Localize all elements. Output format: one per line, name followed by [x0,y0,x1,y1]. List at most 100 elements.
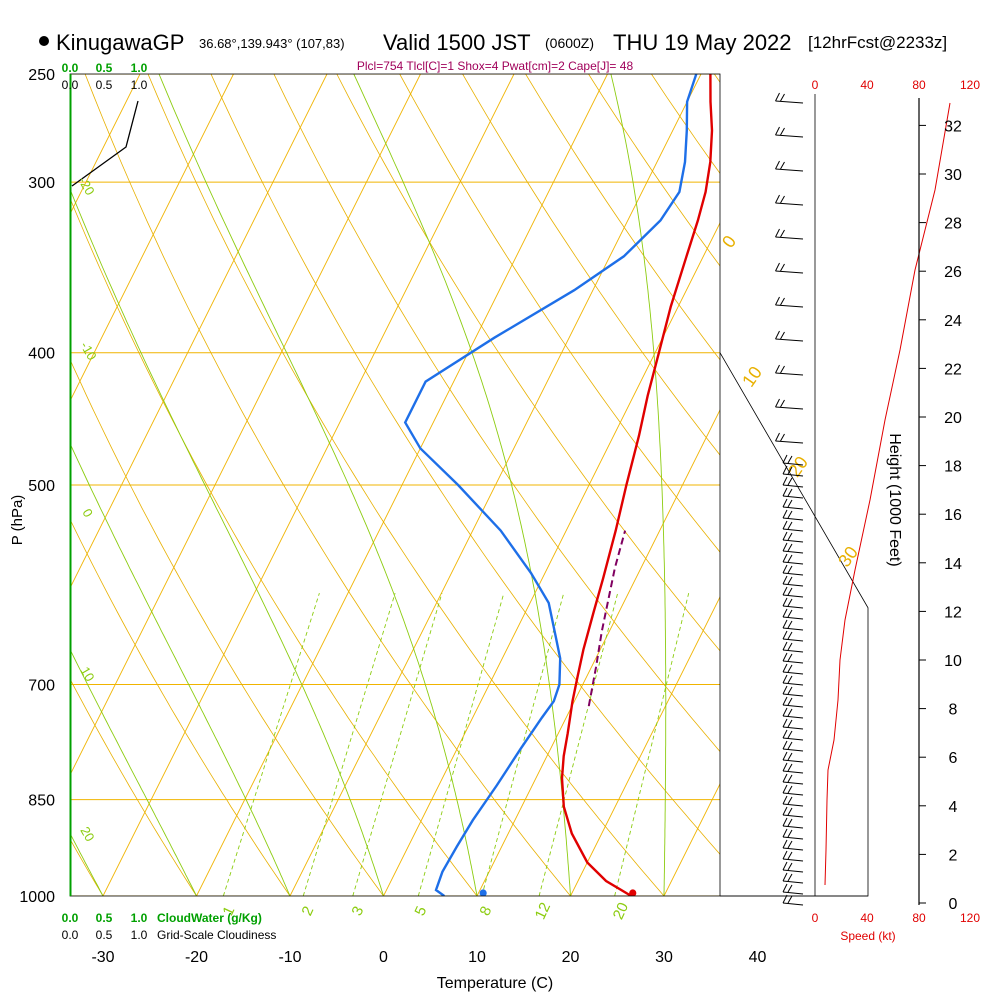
isotherm-line [758,74,1000,896]
isotherm-line [70,74,328,590]
moist-adiabat-line [70,442,291,896]
wind-barb-flag [787,730,793,739]
wind-barb-flag [782,630,788,640]
isotherm-line [383,221,720,896]
wind-barb-flag [787,719,793,728]
wind-barb [775,168,804,172]
wind-barb [782,649,804,653]
wind-barb-flag [782,839,788,849]
series-dewpoint [403,74,698,896]
height-tick-label: 16 [944,507,962,524]
wind-barb-flag [787,554,793,563]
wind-barb-flag [782,520,788,530]
dry-adiabat-line [462,74,720,456]
wind-barb-flag [780,331,785,340]
moist-adiabat-line [158,74,478,896]
cloudiness-profile [71,100,139,187]
dry-adiabat-line [147,74,665,896]
wind-barb-flag [787,895,793,904]
wind-barb-flag [787,763,793,772]
wind-barb [775,440,804,444]
wind-barb [775,134,804,138]
y-tick-label: 300 [28,175,55,192]
title-site: KinugawaGP [56,30,184,55]
wind-barb-flag [782,542,788,552]
wind-barb-flag [787,631,793,640]
wind-barb-flag [787,532,793,541]
cloudwater-top-tick: 0.5 [96,61,113,75]
wind-barb-flag [782,619,788,629]
speed-bottom-tick: 0 [812,911,819,925]
wind-barb [782,704,804,708]
wind-barb-flag [787,466,793,475]
height-tick-label: 22 [944,361,962,378]
wind-barb-flag [782,586,788,596]
wind-barb-flag [787,653,793,662]
mixing-ratio-label: 8 [476,904,495,919]
wind-barb [775,338,804,342]
wind-barb [782,627,804,631]
isotherm-line [851,74,1000,896]
wind-barb-flag [775,296,780,306]
height-tick-label: 26 [944,264,962,281]
moist-adiabat-label: -20 [75,174,97,198]
mixing-ratio-line [614,593,690,896]
cloudwater-bottom-tick: 0.0 [62,911,79,925]
wind-barb-flag [782,894,788,904]
wind-barb-flag [787,675,793,684]
isotherm-line [289,74,702,896]
cloudwater-top-tick: 0.0 [62,61,79,75]
height-tick-label: 24 [944,313,962,330]
wind-barb [782,473,804,477]
speed-bottom-tick: 80 [912,911,926,925]
cloudiness-top-tick: 1.0 [131,78,148,92]
height-tick-label: 14 [944,556,962,573]
wind-barb [782,858,804,862]
cloudwater-top-tick: 1.0 [131,61,148,75]
wind-barb [782,682,804,686]
wind-barb [782,528,804,532]
y-tick-label: 1000 [19,889,55,906]
speed-profile [824,102,951,886]
moist-adiabat-line [70,648,197,896]
mixing-ratio-label: 5 [411,904,430,919]
wind-barb [782,616,804,620]
y-tick-label: 850 [28,793,55,810]
wind-barb [782,715,804,719]
speed-axis-label: Speed (kt) [840,929,895,943]
wind-barb-flag [782,498,788,508]
point-surface-temperature [629,889,637,896]
wind-barb-flag [787,543,793,552]
wind-barb [782,550,804,554]
wind-barb-flag [787,697,793,706]
wind-barb-flag [787,510,793,519]
wind-barb-flag [787,884,793,893]
wind-barb [775,304,804,308]
y-axis-label: P (hPa) [9,495,26,546]
wind-barb-flag [780,93,785,102]
wind-barb [782,561,804,565]
wind-barb-flag [787,862,793,871]
dry-adiabat-line [840,74,1000,896]
wind-barb [782,825,804,829]
dry-adiabat-label: 0 [718,232,740,252]
height-tick-label: 0 [949,896,958,913]
height-tick-label: 18 [944,459,962,476]
x-tick-label: -30 [91,949,114,966]
wind-barb-flag [775,126,780,136]
y-tick-label: 250 [28,67,55,84]
isotherm-line [945,74,1000,896]
mixing-ratio-line [352,592,443,896]
wind-barb-flag [782,575,788,585]
wind-barb-flag [775,330,780,340]
moist-adiabat-label: 0 [79,506,96,520]
moist-adiabat-label: 10 [77,664,97,684]
dry-adiabat-line [966,74,1000,896]
wind-barb-flag [780,229,785,238]
height-tick-label: 4 [949,799,958,816]
wind-barb-flag [787,598,793,607]
wind-barb [775,372,804,376]
wind-barb-flag [787,587,793,596]
wind-barb-flag [782,487,788,497]
wind-barb-flag [787,477,793,486]
